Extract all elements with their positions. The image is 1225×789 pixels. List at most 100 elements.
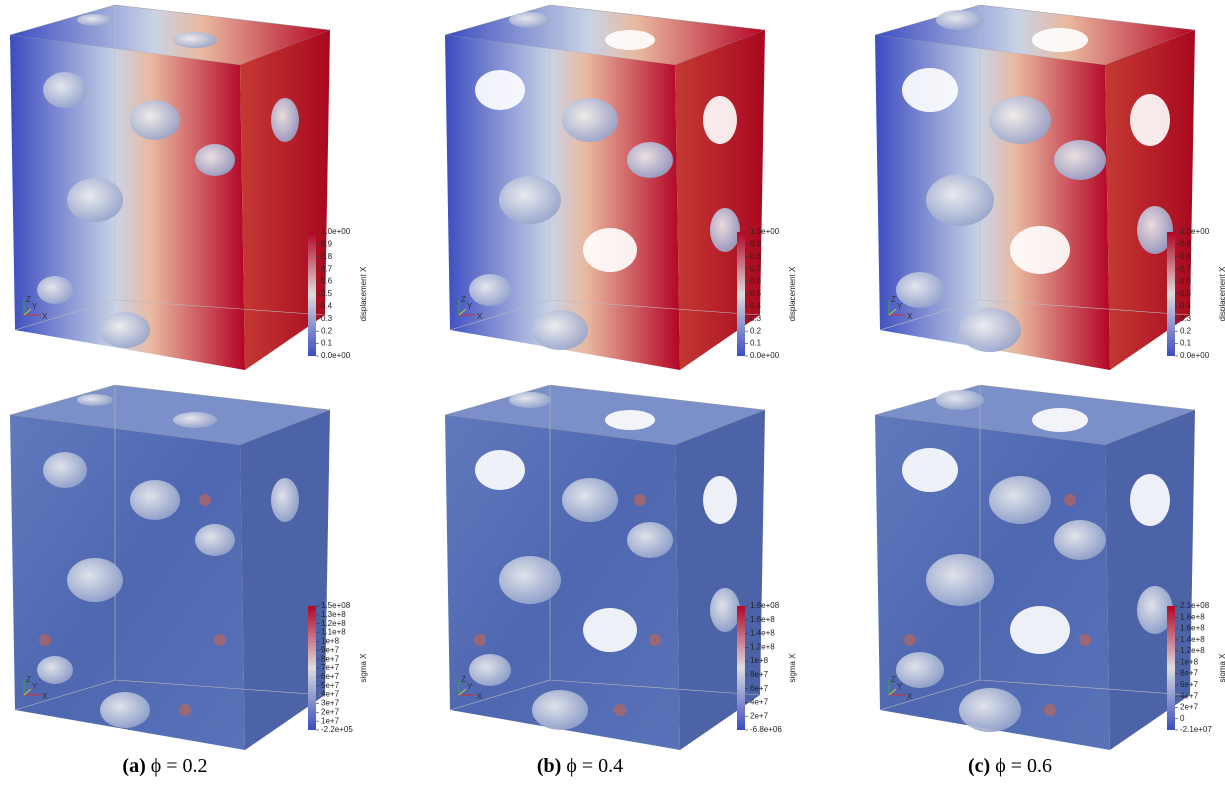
colorbar-tick-label: 1.0e+00 (750, 227, 780, 236)
pore (936, 390, 984, 410)
pore (902, 448, 958, 492)
colorbar-tick-label: 3e+7 (321, 699, 340, 708)
stress-spot (1064, 494, 1076, 506)
colorbar-tick-label: -2.1e+07 (1180, 725, 1212, 734)
stress-spot (214, 634, 226, 646)
pore (902, 68, 958, 112)
colorbar-tick-label: 9e+7 (321, 645, 340, 654)
pore (959, 688, 1021, 732)
pore (627, 522, 673, 558)
pore (936, 10, 984, 30)
pore (562, 98, 618, 142)
axis-label: Z (891, 675, 896, 684)
caption-tag: (a) (122, 755, 145, 777)
pore (1054, 520, 1106, 560)
stress-spot (39, 634, 51, 646)
pore (1054, 140, 1106, 180)
caption-tag: (c) (968, 755, 990, 777)
pore (37, 276, 73, 304)
colorbar (308, 606, 316, 730)
stress-spot (614, 704, 626, 716)
colorbar-tick-label: 1.4e+8 (1180, 635, 1205, 644)
colorbar-tick-label: 1e+7 (321, 716, 340, 725)
axis-label: Y (467, 682, 473, 691)
colorbar-tick-label: 2.1e+08 (1180, 601, 1210, 610)
colorbar-tick-label: 1.4e+8 (750, 629, 775, 638)
colorbar-title: sigma X (359, 653, 368, 683)
axis-label: Y (32, 682, 38, 691)
colorbar-tick-label: 1.1e+8 (321, 628, 346, 637)
colorbar-tick-label: 6e+7 (321, 672, 340, 681)
stress-spot (634, 494, 646, 506)
pore (67, 558, 123, 602)
pore (959, 308, 1021, 352)
colorbar-tick-label: 1.8e+8 (1180, 612, 1205, 621)
colorbar-tick-label: 1e+8 (321, 637, 340, 646)
colorbar-tick-label: 0.8 (321, 252, 333, 261)
colorbar-tick-label: 1.0e+00 (321, 227, 351, 236)
pore (1130, 94, 1170, 146)
pore (475, 450, 525, 490)
pore (499, 556, 561, 604)
pore (509, 392, 551, 408)
pore (271, 478, 299, 522)
colorbar-title: displacement X (359, 266, 368, 321)
stress-spot (179, 704, 191, 716)
pore (605, 410, 655, 430)
colorbar-title: displacement X (1218, 266, 1225, 321)
axis-label: Z (461, 295, 466, 304)
pore (710, 208, 740, 252)
pore (1130, 474, 1170, 526)
colorbar-tick-label: 0.9 (1180, 240, 1192, 249)
pore (605, 30, 655, 50)
pore (469, 654, 511, 686)
colorbar-tick-label: -6.8e+06 (750, 725, 782, 734)
colorbar-tick-label: 0.3 (750, 314, 762, 323)
axis-label: Z (26, 675, 31, 684)
axis-label: Y (897, 682, 903, 691)
colorbar-tick-label: 0.9 (750, 240, 762, 249)
colorbar-tick-label: 0.0e+00 (750, 351, 780, 360)
colorbar-title: displacement X (788, 266, 797, 321)
colorbar-tick-label: 1.6e+8 (1180, 624, 1205, 633)
caption-text: ϕ = 0.2 (151, 755, 208, 777)
colorbar-tick-label: 2e+7 (750, 711, 769, 720)
colorbar-tick-label: 8e+7 (750, 670, 769, 679)
colorbar-tick-label: 4e+7 (321, 690, 340, 699)
colorbar-tick-label: 1.3e+8 (321, 610, 346, 619)
pore (1032, 28, 1088, 52)
pore (43, 72, 87, 108)
pore (469, 274, 511, 306)
colorbar-tick-label: 0.2 (321, 326, 333, 335)
colorbar-tick-label: 0.0e+00 (321, 351, 351, 360)
pore (532, 310, 588, 350)
colorbar-tick-label: 1e+8 (1180, 657, 1199, 666)
render (10, 5, 330, 370)
pore (532, 690, 588, 730)
pore (896, 652, 944, 688)
stress-spot (199, 494, 211, 506)
pore (173, 412, 217, 428)
pore (67, 178, 123, 222)
pore (583, 608, 637, 652)
colorbar-tick-label: 1.6e+8 (750, 615, 775, 624)
colorbar (737, 606, 745, 730)
colorbar-tick-label: 1.5e+08 (321, 601, 351, 610)
caption: (c) ϕ = 0.6 (968, 755, 1052, 777)
colorbar-tick-label: 0.4 (321, 302, 333, 311)
colorbar-tick-label: 1e+8 (750, 656, 769, 665)
colorbar-tick-label: 0.8 (750, 252, 762, 261)
render (445, 5, 765, 370)
caption: (b) ϕ = 0.4 (537, 755, 623, 777)
stress-spot (1079, 634, 1091, 646)
pore (130, 100, 180, 140)
axis-label: Y (32, 302, 38, 311)
pore (100, 692, 150, 728)
pore (926, 554, 994, 606)
colorbar (1167, 232, 1175, 356)
pore (100, 312, 150, 348)
axis-label: X (42, 692, 48, 701)
axis-label: Y (467, 302, 473, 311)
colorbar-tick-label: -2.2e+05 (321, 725, 353, 734)
stress-spot (904, 634, 916, 646)
